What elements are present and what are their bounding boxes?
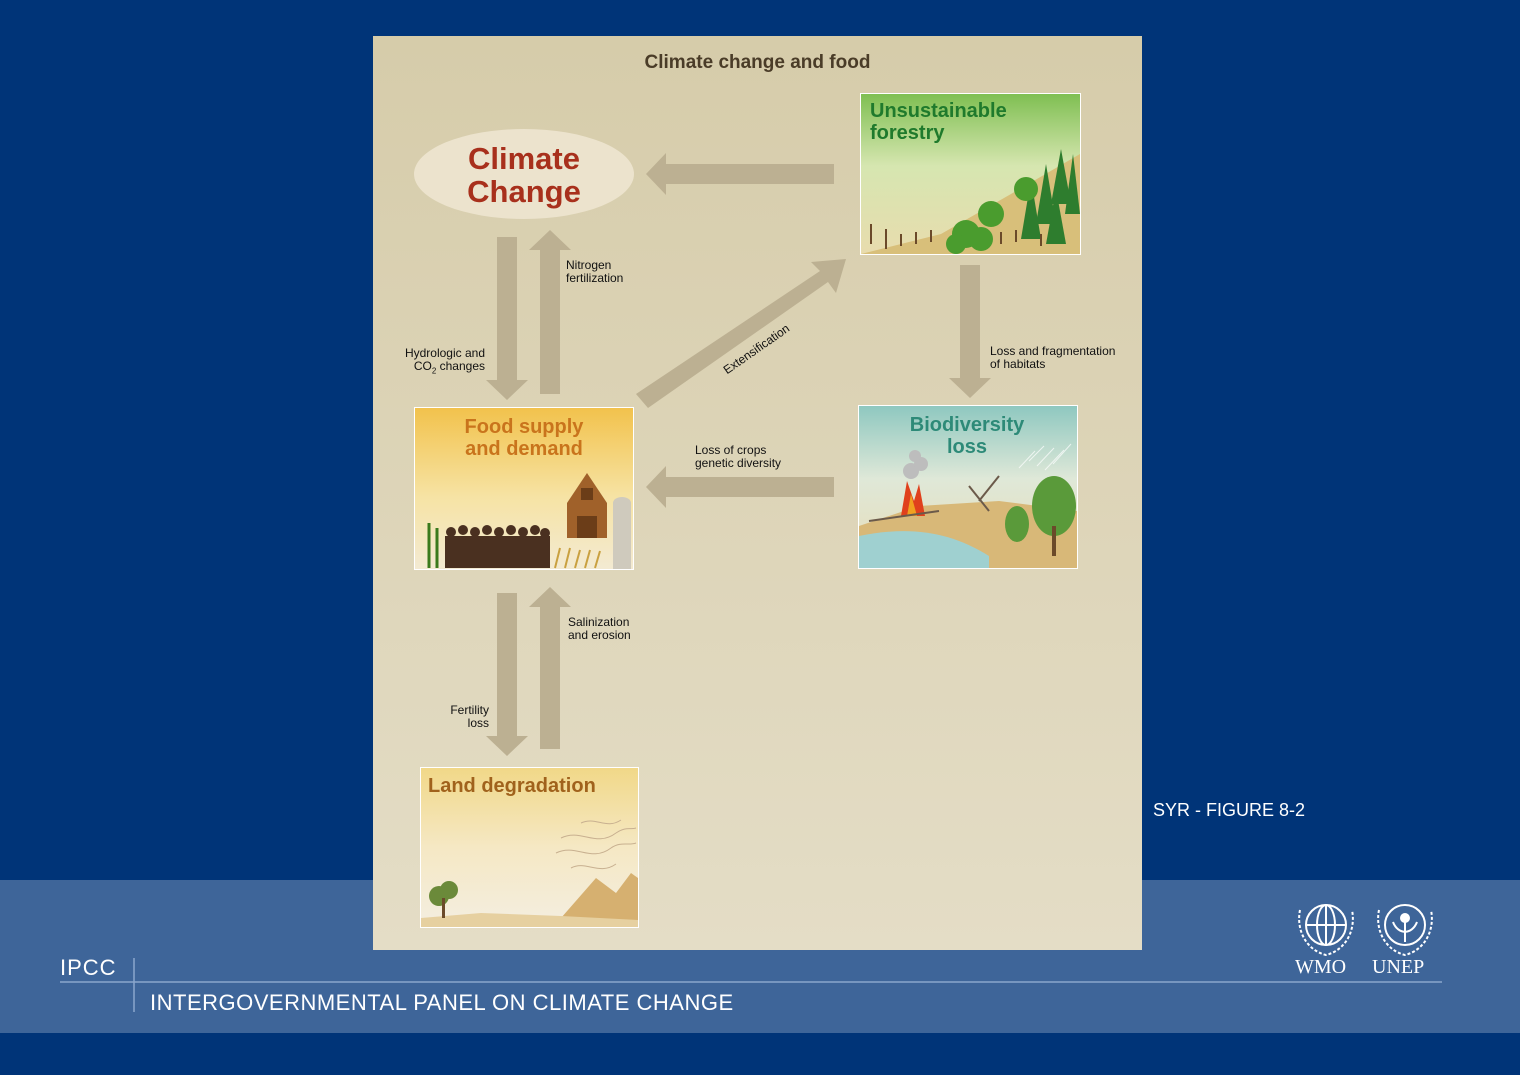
- land-illustration: [421, 819, 638, 927]
- label-habitats-line1: Loss and fragmentation: [990, 344, 1116, 358]
- climate-change-line1: Climate: [468, 141, 580, 176]
- biodiversity-line2: loss: [946, 436, 988, 458]
- label-hydrologic-line2: CO2 changes: [385, 360, 485, 377]
- label-hydrologic-line1: Hydrologic and: [404, 346, 485, 360]
- ipcc-full-name: INTERGOVERNMENTAL PANEL ON CLIMATE CHANG…: [150, 990, 734, 1015]
- arrow-climate-to-food: [486, 237, 528, 400]
- barn-icon: [567, 473, 607, 538]
- label-fertility-line2: loss: [467, 716, 489, 730]
- forestry-line1: Unsustainable: [870, 100, 1007, 122]
- co2-text: CO: [413, 359, 432, 373]
- forestry-illustration: [861, 149, 1080, 254]
- label-crops: Loss of crops genetic diversity: [695, 444, 781, 470]
- biodiversity-illustration: [859, 443, 1077, 568]
- unep-logo-icon: [1377, 904, 1433, 957]
- label-habitats: Loss and fragmentation of habitats: [990, 345, 1115, 371]
- arrow-biodiversity-to-food: [646, 466, 834, 508]
- label-nitrogen-line2: fertilization: [566, 271, 624, 285]
- co2-subscript: 2: [431, 366, 437, 376]
- food-line1: Food supply: [464, 416, 584, 438]
- figure-reference: SYR - FIGURE 8-2: [1153, 800, 1306, 820]
- food-illustration: [427, 473, 631, 569]
- label-crops-line2: genetic diversity: [695, 456, 782, 470]
- wmo-logo-text: WMO: [1295, 956, 1347, 978]
- label-salinization-line1: Salinization: [568, 615, 630, 629]
- arrow-food-to-land: [486, 593, 528, 756]
- arrow-food-to-climate: [529, 230, 571, 394]
- tree-icon: [1005, 476, 1076, 542]
- arrow-forestry-to-climate: [646, 153, 834, 195]
- label-fertility: Fertility loss: [420, 704, 489, 730]
- biodiversity-box: Biodiversity loss: [858, 405, 1078, 569]
- forestry-box: Unsustainable forestry: [860, 93, 1081, 255]
- label-hydrologic: Hydrologic and CO2 changes: [385, 347, 485, 377]
- label-habitats-line2: of habitats: [990, 357, 1046, 371]
- diagram-title: Climate change and food: [644, 52, 871, 73]
- climate-change-ellipse: [414, 129, 634, 219]
- label-nitrogen-line1: Nitrogen: [566, 258, 612, 272]
- biodiversity-title: Biodiversity loss: [859, 414, 1075, 458]
- arrow-land-to-food: [529, 587, 571, 749]
- land-title: Land degradation: [428, 775, 596, 797]
- forestry-title: Unsustainable forestry: [870, 100, 1007, 144]
- arrow-forestry-to-biodiversity: [949, 265, 991, 398]
- land-box: Land degradation: [420, 767, 639, 928]
- label-salinization: Salinization and erosion: [568, 616, 631, 642]
- label-fertility-line1: Fertility: [450, 703, 489, 717]
- food-title: Food supply and demand: [415, 416, 633, 460]
- food-box: Food supply and demand: [414, 407, 634, 570]
- label-nitrogen: Nitrogen fertilization: [566, 259, 623, 285]
- climate-change-line2: Change: [467, 174, 581, 209]
- ipcc-short: IPCC: [60, 955, 117, 980]
- unep-logo-text: UNEP: [1372, 956, 1425, 978]
- food-line2: and demand: [465, 438, 583, 460]
- arrow-extensification: [636, 259, 846, 408]
- label-salinization-line2: and erosion: [568, 628, 631, 642]
- climate-change-label: Climate Change: [414, 142, 634, 208]
- biodiversity-line1: Biodiversity: [909, 414, 1025, 436]
- forestry-line2: forestry: [870, 122, 945, 144]
- fire-icon: [901, 481, 925, 516]
- label-crops-line1: Loss of crops: [695, 443, 767, 457]
- wmo-logo-icon: [1298, 904, 1354, 957]
- changes-text: changes: [436, 359, 485, 373]
